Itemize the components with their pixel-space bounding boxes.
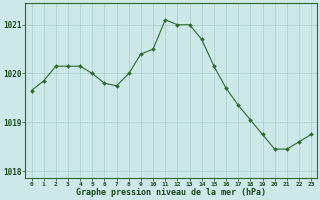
X-axis label: Graphe pression niveau de la mer (hPa): Graphe pression niveau de la mer (hPa) [76,188,266,197]
